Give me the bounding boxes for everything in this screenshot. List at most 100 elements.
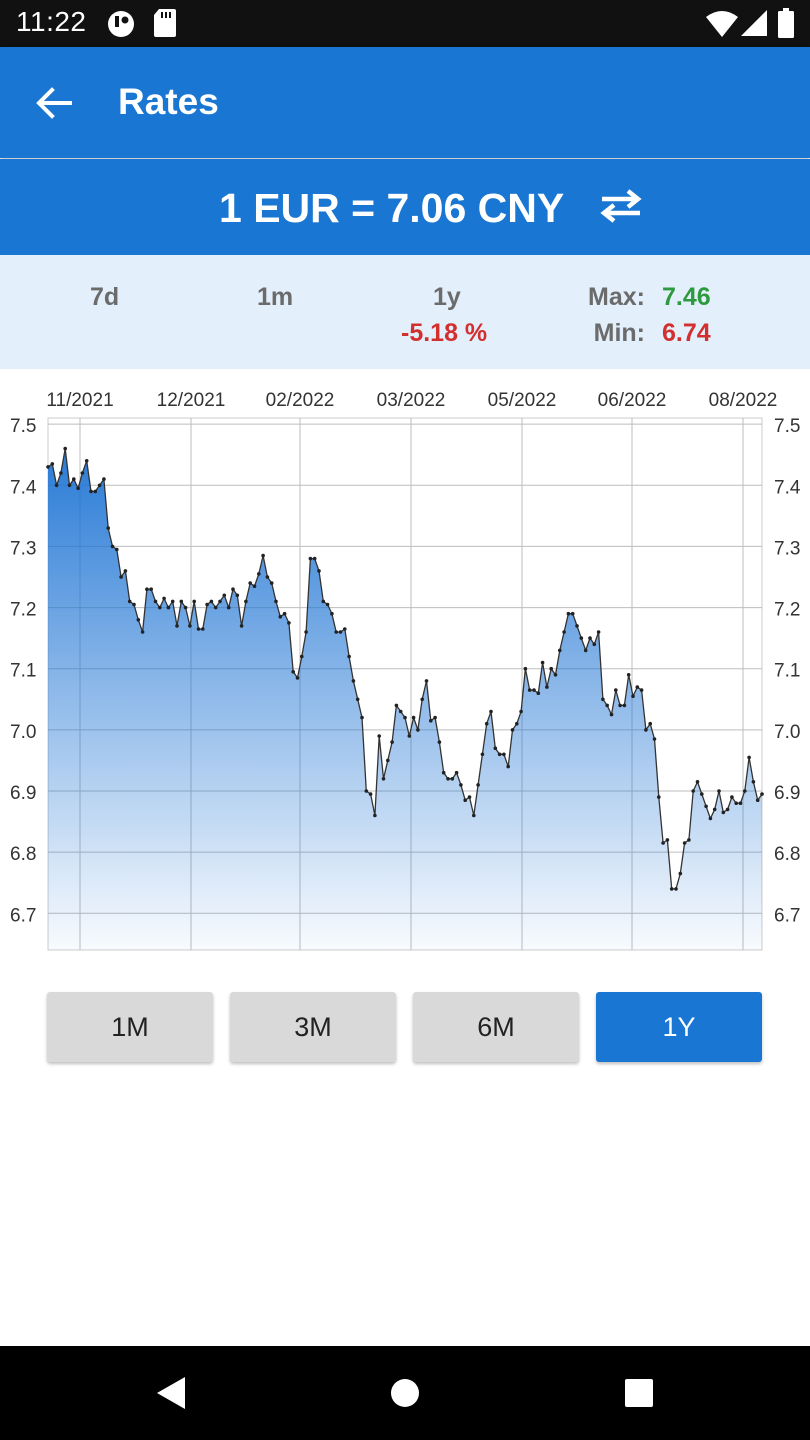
data-point xyxy=(89,489,93,494)
data-point xyxy=(700,792,704,796)
data-point xyxy=(72,477,76,481)
recents-nav-button[interactable] xyxy=(619,1373,659,1413)
data-point xyxy=(416,728,420,732)
range-3m-button[interactable]: 3M xyxy=(230,992,396,1062)
data-point xyxy=(519,709,523,714)
navigation-bar xyxy=(0,1346,810,1440)
data-point xyxy=(639,688,644,692)
data-point xyxy=(687,838,691,842)
data-point xyxy=(424,679,429,683)
notification-icon xyxy=(106,9,136,44)
data-point xyxy=(472,813,476,818)
data-point xyxy=(175,624,179,628)
range-1m-button[interactable]: 1M xyxy=(47,992,213,1062)
x-tick-label: 06/2022 xyxy=(598,390,667,411)
data-point xyxy=(317,569,321,573)
y-tick-label-left: 6.7 xyxy=(10,905,36,926)
data-point xyxy=(46,465,50,469)
data-point xyxy=(657,795,661,799)
data-point xyxy=(497,752,502,757)
data-point xyxy=(652,737,657,741)
data-point xyxy=(467,795,472,799)
status-bar: 11:22 xyxy=(0,0,810,47)
data-point xyxy=(609,712,614,717)
rate-chart[interactable]: 7.5 7.5 7.4 7.4 7.3 7.3 7.2 7.2 7.1 7.1 7.0 7.0 6.9 6… xyxy=(0,370,810,960)
back-button[interactable] xyxy=(24,77,84,129)
data-point xyxy=(502,752,506,757)
data-point xyxy=(476,783,480,787)
data-point xyxy=(274,599,278,604)
data-point xyxy=(265,575,270,579)
data-point xyxy=(222,593,227,598)
data-point xyxy=(231,587,235,591)
data-point xyxy=(398,709,403,714)
range-6m-button[interactable]: 6M xyxy=(413,992,579,1062)
y-tick-label-right: 6.9 xyxy=(774,783,800,804)
data-point xyxy=(755,798,760,802)
data-point xyxy=(115,547,119,552)
data-point xyxy=(162,596,166,601)
data-point xyxy=(394,703,399,708)
data-point xyxy=(300,654,304,659)
data-point xyxy=(493,746,498,750)
data-point xyxy=(579,636,584,640)
triangle-back-icon xyxy=(157,1377,185,1409)
data-point xyxy=(119,575,123,579)
data-point xyxy=(459,783,463,787)
data-point xyxy=(506,764,511,769)
data-point xyxy=(618,703,622,708)
y-tick-label-left: 7.5 xyxy=(10,416,36,437)
data-point xyxy=(441,770,446,775)
min-label: Min: xyxy=(593,319,645,347)
data-point xyxy=(635,685,640,689)
data-point xyxy=(59,471,63,475)
data-point xyxy=(738,801,743,805)
data-point xyxy=(80,471,85,475)
range-1y-button[interactable]: 1Y xyxy=(596,992,762,1062)
battery-icon xyxy=(778,8,794,43)
data-point xyxy=(592,642,597,647)
data-point xyxy=(102,477,106,481)
data-point xyxy=(725,807,730,812)
status-time: 11:22 xyxy=(16,6,87,37)
x-tick-label: 02/2022 xyxy=(266,390,335,411)
data-point xyxy=(489,709,493,714)
y-tick-label-left: 7.0 xyxy=(10,722,36,743)
data-point xyxy=(691,789,695,793)
data-point xyxy=(751,780,756,784)
data-point xyxy=(235,593,240,598)
y-tick-label-right: 7.2 xyxy=(774,600,800,621)
data-point xyxy=(545,685,549,689)
data-point xyxy=(153,599,158,604)
data-point xyxy=(244,599,248,604)
swap-currencies-button[interactable] xyxy=(592,183,650,229)
data-point xyxy=(360,715,364,720)
data-point xyxy=(132,602,136,607)
data-point xyxy=(291,670,296,674)
data-point xyxy=(695,780,700,784)
y-tick-label-right: 7.1 xyxy=(774,661,800,682)
data-point xyxy=(304,630,308,634)
data-point xyxy=(248,581,252,585)
square-recents-icon xyxy=(625,1379,653,1407)
data-point xyxy=(368,792,373,796)
data-point xyxy=(325,602,330,607)
max-label: Max: xyxy=(588,283,645,311)
data-point xyxy=(605,703,609,708)
data-point xyxy=(213,605,218,610)
data-point xyxy=(532,688,536,692)
data-point xyxy=(84,459,89,463)
y-tick-label-right: 6.8 xyxy=(774,844,800,865)
data-point xyxy=(188,624,192,628)
back-nav-button[interactable] xyxy=(150,1373,190,1413)
data-point xyxy=(661,841,665,845)
exchange-rate-text: 1 EUR = 7.06 CNY xyxy=(219,185,565,231)
data-point xyxy=(76,486,80,491)
data-point xyxy=(377,734,382,738)
data-point xyxy=(158,605,162,610)
data-point xyxy=(54,483,59,488)
home-nav-button[interactable] xyxy=(385,1373,425,1413)
max-value: 7.46 xyxy=(662,283,711,311)
page-title: Rates xyxy=(118,81,219,122)
data-point xyxy=(282,611,287,616)
